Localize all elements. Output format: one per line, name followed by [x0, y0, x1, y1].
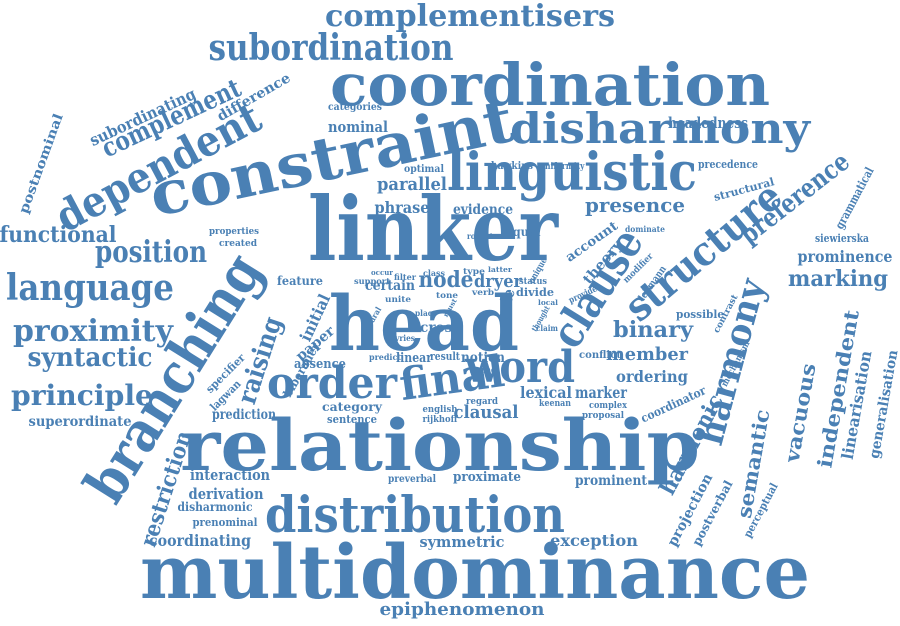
word-tone: tone	[436, 290, 458, 300]
word-absence: absence	[294, 357, 346, 372]
word-support: support	[354, 276, 390, 286]
word-occur: occur	[371, 268, 393, 277]
word-latter: latter	[488, 265, 512, 274]
word-principle: principle	[11, 379, 153, 412]
word-result: result	[430, 350, 461, 363]
word-notion: notion	[461, 350, 505, 366]
word-language: language	[6, 267, 174, 309]
word-superordinate: superordinate	[29, 414, 132, 430]
word-marking: marking	[788, 266, 888, 292]
word-disharmonic: disharmonic	[178, 500, 253, 514]
word-properties: properties	[209, 227, 259, 237]
word-hawkins: hawkins	[491, 161, 533, 172]
word-proximate: proximate	[453, 470, 521, 485]
word-local: local	[538, 298, 558, 307]
word-verb: verb	[471, 287, 495, 297]
word-feature: feature	[277, 274, 323, 288]
word-evidence: evidence	[453, 202, 513, 218]
word-rijkhoff: rijkhoff	[423, 415, 459, 425]
word-regard: regard	[466, 397, 499, 407]
word-predict: predict	[369, 352, 401, 362]
word-vries: vries	[394, 333, 415, 343]
word-equal: equal	[506, 225, 541, 239]
word-distribution: distribution	[265, 485, 565, 544]
word-precedence: precedence	[698, 158, 758, 171]
word-keenan: keenan	[539, 399, 571, 409]
word-symmetric: symmetric	[420, 533, 505, 551]
word-interaction: interaction	[190, 466, 270, 484]
word-preverbal: preverbal	[388, 474, 436, 485]
word-coordinating: coordinating	[149, 531, 251, 550]
word-conflict: conflict	[579, 350, 621, 361]
word-proposal: proposal	[582, 411, 625, 421]
word-robust: robust	[467, 231, 493, 241]
word-place: place	[415, 308, 437, 318]
word-prominent: prominent	[575, 473, 647, 489]
word-epiphenomenon: epiphenomenon	[380, 599, 545, 620]
word-cross: cross	[420, 320, 460, 336]
word-prediction: prediction	[212, 407, 276, 423]
word-type: type	[463, 266, 485, 276]
word-borne: borne	[470, 366, 496, 376]
word-siewierska: siewierska	[815, 232, 869, 245]
word-complementisers: complementisers	[325, 0, 615, 34]
word-linear: linear	[396, 351, 432, 366]
word-prominence: prominence	[798, 247, 893, 266]
word-nominal: nominal	[328, 118, 388, 136]
word-headedness: headedness	[668, 114, 748, 132]
word-functional: functional	[0, 222, 117, 248]
word-uniformity: uniformity	[540, 162, 586, 172]
word-optimal: optimal	[404, 164, 444, 175]
word-presence: presence	[585, 193, 685, 217]
word-class: class	[423, 268, 445, 278]
word-marker: marker	[575, 383, 627, 402]
word-exception: exception	[550, 531, 638, 550]
word-dominate: dominate	[625, 224, 665, 234]
word-phrase: phrase	[375, 198, 430, 217]
word-category: category	[322, 400, 383, 414]
word-filter: filter	[394, 272, 417, 282]
word-english: english	[423, 405, 458, 415]
word-created: created	[219, 239, 258, 249]
word-categories: categories	[328, 102, 382, 113]
word-syntactic: syntactic	[28, 343, 153, 373]
word-parallel: parallel	[377, 174, 447, 195]
word-possible: possible	[676, 308, 724, 321]
word-sentence: sentence	[327, 413, 377, 426]
word-complex: complex	[589, 401, 628, 411]
word-unite: unite	[385, 294, 411, 304]
word-prenominal: prenominal	[193, 516, 258, 529]
